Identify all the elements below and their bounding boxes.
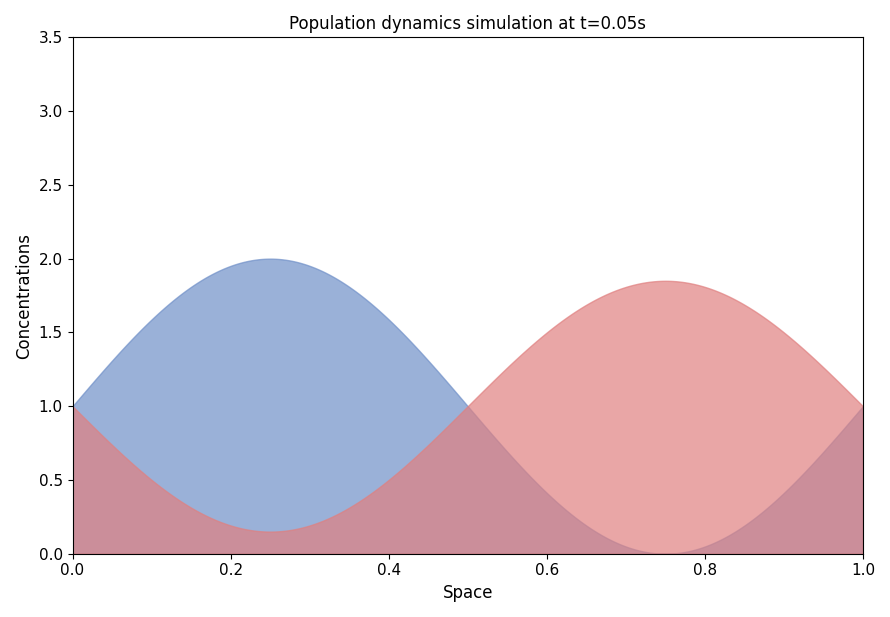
X-axis label: Space: Space <box>442 584 493 602</box>
Title: Population dynamics simulation at t=0.05s: Population dynamics simulation at t=0.05… <box>289 15 646 33</box>
Y-axis label: Concentrations: Concentrations <box>15 233 33 358</box>
